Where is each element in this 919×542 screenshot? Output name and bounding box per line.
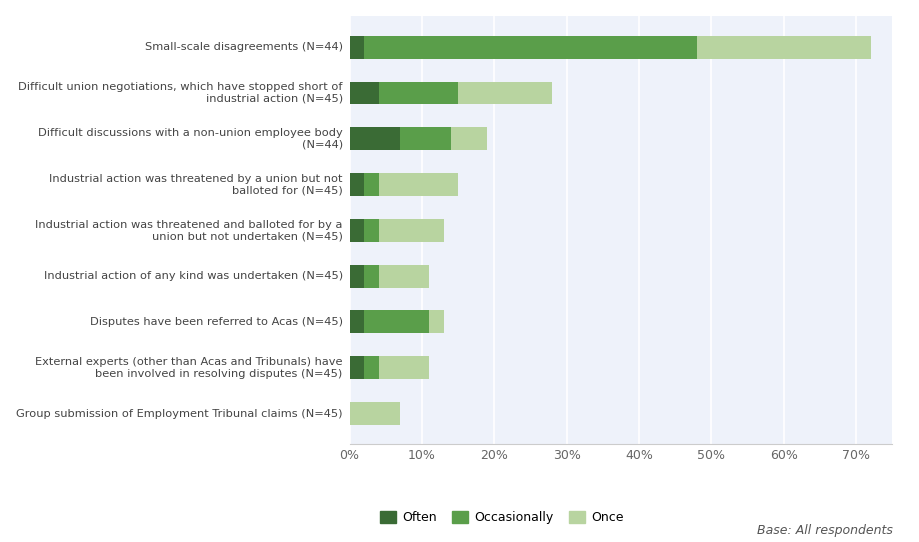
Bar — [429, 311, 443, 333]
Bar — [349, 402, 400, 425]
Bar — [378, 173, 458, 196]
Bar — [364, 356, 378, 379]
Bar — [697, 36, 869, 59]
Bar — [378, 356, 429, 379]
Bar — [378, 81, 458, 105]
Bar — [364, 264, 378, 288]
Bar — [364, 36, 697, 59]
Bar — [364, 311, 429, 333]
Bar — [378, 264, 429, 288]
Legend: Often, Occasionally, Once: Often, Occasionally, Once — [374, 506, 628, 530]
Bar — [349, 311, 364, 333]
Bar — [349, 219, 364, 242]
Bar — [364, 219, 378, 242]
Bar — [349, 81, 378, 105]
Bar — [349, 127, 400, 150]
Bar — [349, 36, 364, 59]
Bar — [450, 127, 486, 150]
Bar — [349, 173, 364, 196]
Text: Base: All respondents: Base: All respondents — [755, 524, 891, 537]
Bar — [400, 127, 450, 150]
Bar — [349, 356, 364, 379]
Bar — [349, 264, 364, 288]
Bar — [364, 173, 378, 196]
Bar — [458, 81, 551, 105]
Bar — [378, 219, 443, 242]
